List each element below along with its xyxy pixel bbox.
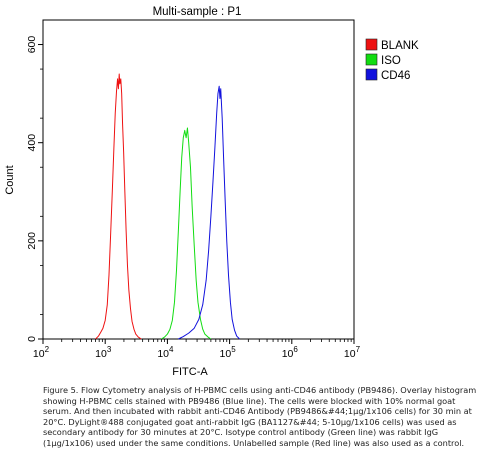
flow-cytometry-chart: Multi-sample : P1 102 103 104 105 106 107 0 20…: [4, 6, 419, 378]
legend-label-iso: ISO: [381, 55, 401, 67]
legend: BLANK ISO CD46: [365, 38, 419, 82]
series-line-blank: [95, 73, 142, 340]
y-tick-label: 0: [26, 336, 38, 342]
series-line-iso: [161, 127, 212, 340]
y-tick-label: 600: [26, 36, 38, 54]
legend-swatch-blank: [365, 38, 378, 51]
x-axis: 102 103 104 105 106 107: [33, 339, 361, 360]
x-tick-label: 107: [344, 345, 361, 360]
chart-title: Multi-sample : P1: [153, 6, 242, 18]
y-tick-label: 400: [26, 134, 38, 152]
legend-swatch-cd46: [365, 68, 378, 81]
figure-caption: Figure 5. Flow Cytometry analysis of H-P…: [43, 385, 477, 448]
series-line-cd46: [178, 85, 240, 340]
y-axis: 0 200 400 600: [26, 36, 43, 342]
y-tick-label: 200: [26, 232, 38, 250]
x-tick-label: 106: [282, 345, 299, 360]
legend-label-blank: BLANK: [381, 40, 419, 52]
x-axis-label: FITC-A: [172, 366, 208, 378]
x-tick-label: 102: [33, 345, 50, 360]
x-tick-label: 104: [157, 345, 174, 360]
plot-frame: [42, 19, 355, 340]
x-tick-label: 103: [95, 345, 112, 360]
legend-label-cd46: CD46: [381, 70, 410, 82]
x-tick-label: 105: [220, 345, 237, 360]
legend-swatch-iso: [365, 53, 378, 66]
series-layer: [95, 73, 240, 340]
y-axis-label: Count: [4, 165, 16, 194]
